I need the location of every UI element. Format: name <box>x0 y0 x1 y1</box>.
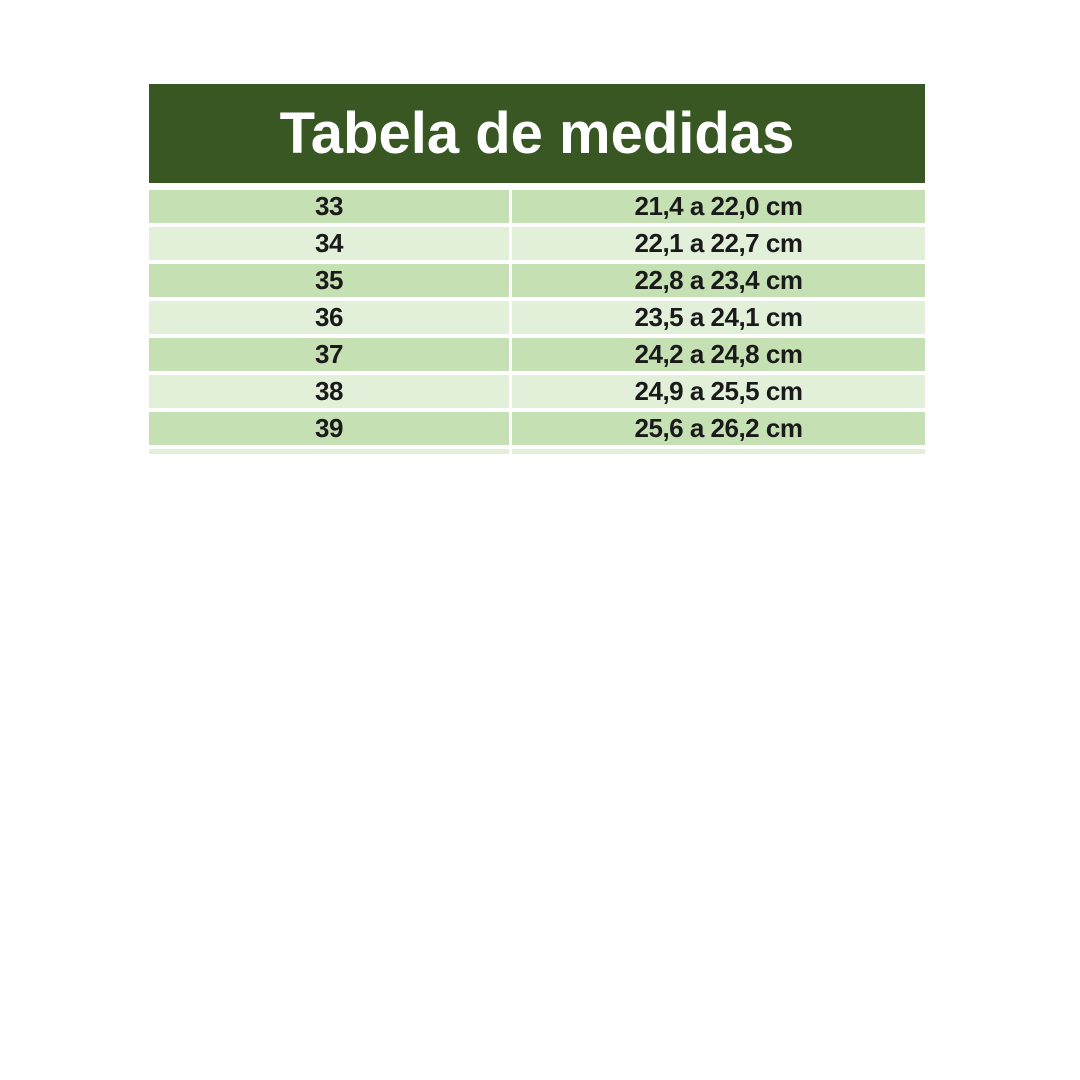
size-cell: 37 <box>149 338 509 371</box>
table-row: 36 23,5 a 24,1 cm <box>149 301 925 334</box>
size-cell: 38 <box>149 375 509 408</box>
range-cell: 23,5 a 24,1 cm <box>512 301 925 334</box>
table-row: 33 21,4 a 22,0 cm <box>149 190 925 223</box>
table-header: Tabela de medidas <box>149 84 925 183</box>
cropped-range-cell <box>512 449 925 454</box>
table-row: 34 22,1 a 22,7 cm <box>149 227 925 260</box>
range-cell: 22,1 a 22,7 cm <box>512 227 925 260</box>
size-cell: 36 <box>149 301 509 334</box>
cropped-size-cell <box>149 449 509 454</box>
range-cell: 24,2 a 24,8 cm <box>512 338 925 371</box>
cropped-next-row <box>149 449 925 454</box>
table-row: 35 22,8 a 23,4 cm <box>149 264 925 297</box>
table-title: Tabela de medidas <box>279 101 795 166</box>
table-rows: 33 21,4 a 22,0 cm 34 22,1 a 22,7 cm 35 2… <box>149 190 925 445</box>
table-row: 37 24,2 a 24,8 cm <box>149 338 925 371</box>
size-cell: 39 <box>149 412 509 445</box>
size-table: Tabela de medidas 33 21,4 a 22,0 cm 34 2… <box>149 84 925 454</box>
table-row: 38 24,9 a 25,5 cm <box>149 375 925 408</box>
size-cell: 34 <box>149 227 509 260</box>
size-cell: 33 <box>149 190 509 223</box>
range-cell: 21,4 a 22,0 cm <box>512 190 925 223</box>
table-row: 39 25,6 a 26,2 cm <box>149 412 925 445</box>
range-cell: 24,9 a 25,5 cm <box>512 375 925 408</box>
range-cell: 25,6 a 26,2 cm <box>512 412 925 445</box>
range-cell: 22,8 a 23,4 cm <box>512 264 925 297</box>
size-cell: 35 <box>149 264 509 297</box>
